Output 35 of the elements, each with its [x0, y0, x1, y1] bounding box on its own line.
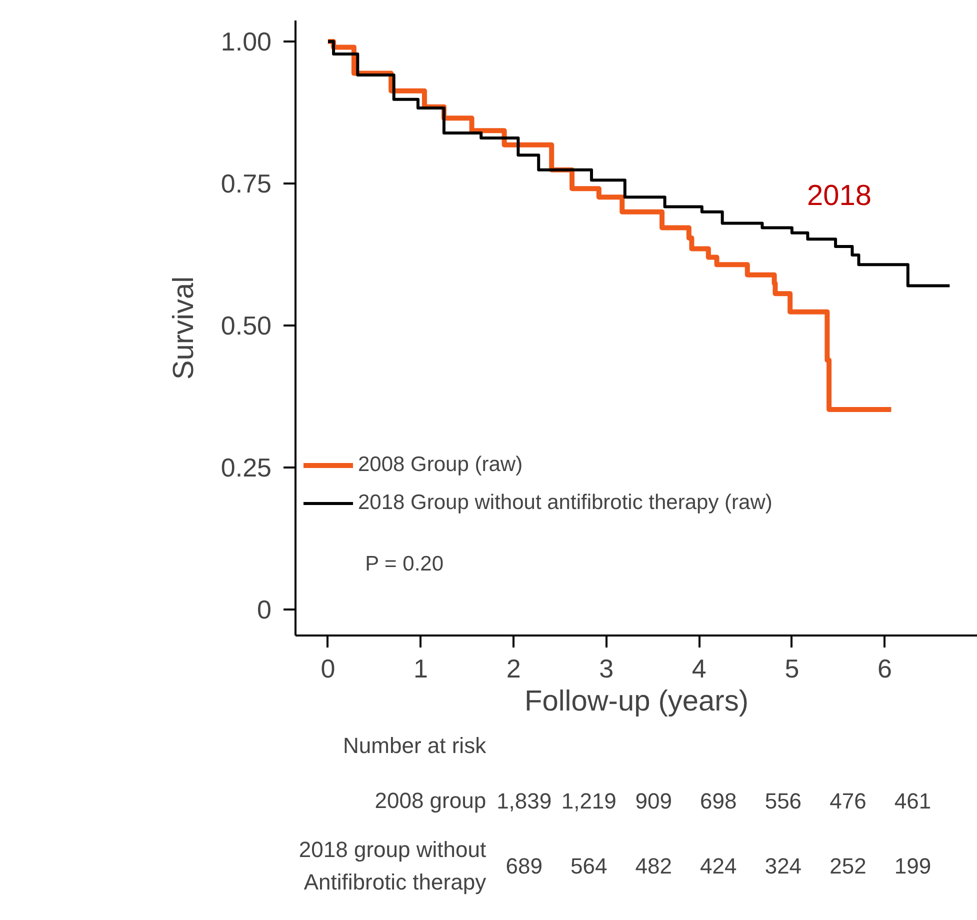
annotation: P = 0.20: [365, 552, 444, 576]
x-tick-label: 2: [506, 654, 521, 684]
text: 1,839: [496, 788, 552, 814]
text: 556: [764, 788, 802, 814]
text: 424: [700, 854, 737, 878]
text: 461: [894, 788, 932, 814]
text: 324: [764, 854, 802, 878]
text: Number at risk: [343, 733, 488, 758]
text: 476: [830, 788, 866, 814]
text: 564: [570, 854, 608, 878]
text: 1,219: [561, 788, 616, 814]
y-tick-label: 0: [257, 594, 272, 624]
y-tick-label: 1.00: [220, 26, 272, 57]
x-tick-label: 3: [599, 654, 614, 684]
text: 689: [506, 854, 542, 878]
text: 2018 group without Antifibrotic therapy: [298, 836, 486, 894]
text: 909: [635, 788, 672, 814]
text: 252: [830, 854, 866, 878]
annotation: 2018: [807, 180, 872, 212]
x-tick-label: 0: [320, 654, 336, 684]
x-tick-label: 1: [414, 654, 428, 684]
x-tick-label: 5: [784, 654, 800, 684]
x-axis-title: Follow-up (years): [524, 686, 748, 718]
y-tick-label: 0.50: [220, 310, 272, 340]
text: 2008 group: [374, 788, 486, 813]
text: 482: [635, 854, 672, 878]
y-axis-title: Survival: [168, 276, 200, 380]
legend-label: 2008 Group (raw): [358, 453, 523, 477]
text: 698: [700, 788, 737, 814]
y-tick-label: 0.25: [220, 452, 272, 482]
text: 199: [894, 854, 932, 878]
legend-label: 2018 Group without antifibrotic therapy (raw): [358, 491, 772, 515]
x-tick-label: 4: [692, 654, 706, 684]
x-tick-label: 6: [877, 654, 892, 684]
y-tick-label: 0.75: [220, 168, 272, 198]
